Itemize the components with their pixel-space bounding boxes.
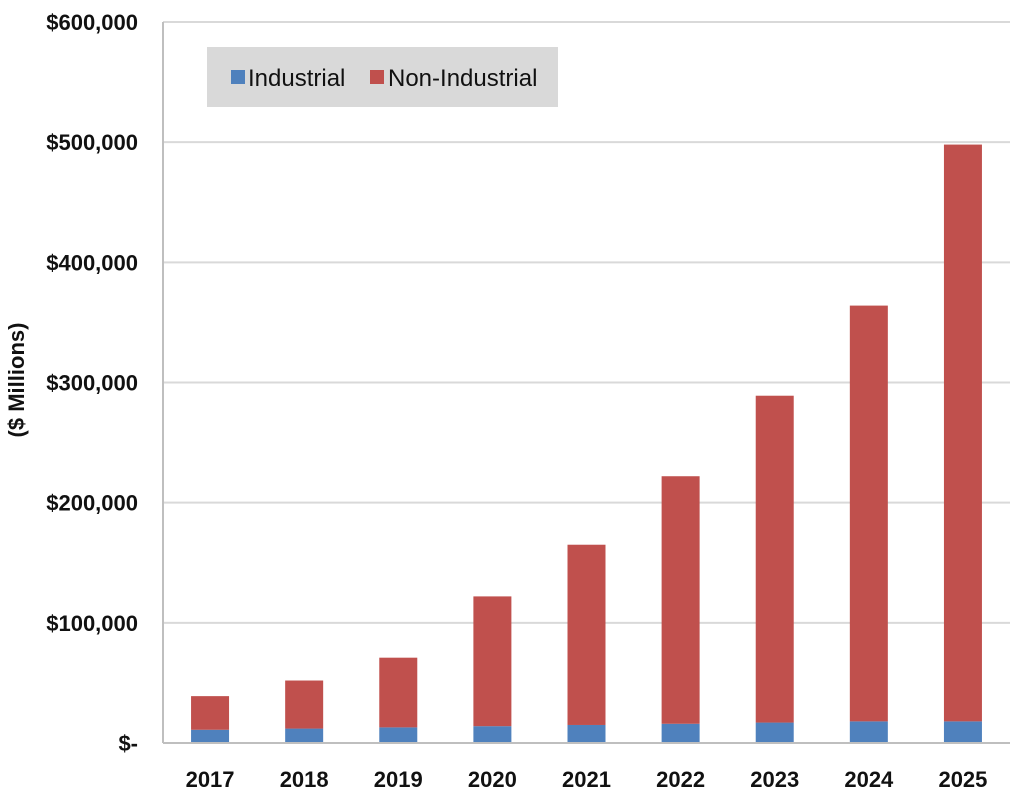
bar-non-industrial-2021 xyxy=(567,544,606,725)
bar-non-industrial-2019 xyxy=(379,657,418,728)
x-tick-labels: 2017 2018 2019 2020 2021 2022 2023 2024 2025 xyxy=(186,767,988,792)
bar-non-industrial-2018 xyxy=(285,680,324,729)
x-tick-label: 2022 xyxy=(656,767,705,792)
bar-non-industrial-2024 xyxy=(849,305,888,722)
legend-swatch-industrial xyxy=(231,70,245,84)
bar-industrial-2017 xyxy=(191,729,230,743)
y-tick-label: $400,000 xyxy=(46,250,138,275)
legend-label-industrial: Industrial xyxy=(248,65,345,92)
x-tick-label: 2025 xyxy=(938,767,987,792)
bar-industrial-2022 xyxy=(661,723,700,743)
x-tick-label: 2024 xyxy=(844,767,894,792)
y-tick-label: $- xyxy=(118,731,138,756)
y-tick-label: $300,000 xyxy=(46,371,138,396)
bar-industrial-2019 xyxy=(379,727,418,743)
y-tick-label: $200,000 xyxy=(46,491,138,516)
bar-industrial-2020 xyxy=(473,726,512,743)
legend: Industrial Non-Industrial xyxy=(207,47,558,107)
y-tick-label: $100,000 xyxy=(46,611,138,636)
bar-non-industrial-2023 xyxy=(755,395,794,723)
bar-industrial-2023 xyxy=(755,722,794,743)
axes xyxy=(162,22,1010,744)
x-tick-label: 2019 xyxy=(374,767,423,792)
y-axis-title: ($ Millions) xyxy=(4,323,29,438)
y-tick-labels: $- $100,000 $200,000 $300,000 $400,000 $500,0… xyxy=(46,10,138,756)
y-tick-label: $600,000 xyxy=(46,10,138,35)
x-tick-label: 2017 xyxy=(186,767,235,792)
bar-non-industrial-2025 xyxy=(943,144,982,722)
legend-swatch-non-industrial xyxy=(370,70,384,84)
bars xyxy=(191,144,982,743)
legend-label-non-industrial: Non-Industrial xyxy=(388,65,537,92)
x-tick-label: 2021 xyxy=(562,767,611,792)
bar-industrial-2021 xyxy=(567,724,606,743)
x-tick-label: 2020 xyxy=(468,767,517,792)
bar-industrial-2024 xyxy=(849,721,888,743)
bar-non-industrial-2022 xyxy=(661,476,700,724)
x-tick-label: 2018 xyxy=(280,767,329,792)
bar-non-industrial-2020 xyxy=(473,596,512,727)
y-tick-label: $500,000 xyxy=(46,130,138,155)
x-tick-label: 2023 xyxy=(750,767,799,792)
bar-non-industrial-2017 xyxy=(191,696,230,730)
bar-industrial-2018 xyxy=(285,728,324,743)
bar-industrial-2025 xyxy=(943,721,982,743)
